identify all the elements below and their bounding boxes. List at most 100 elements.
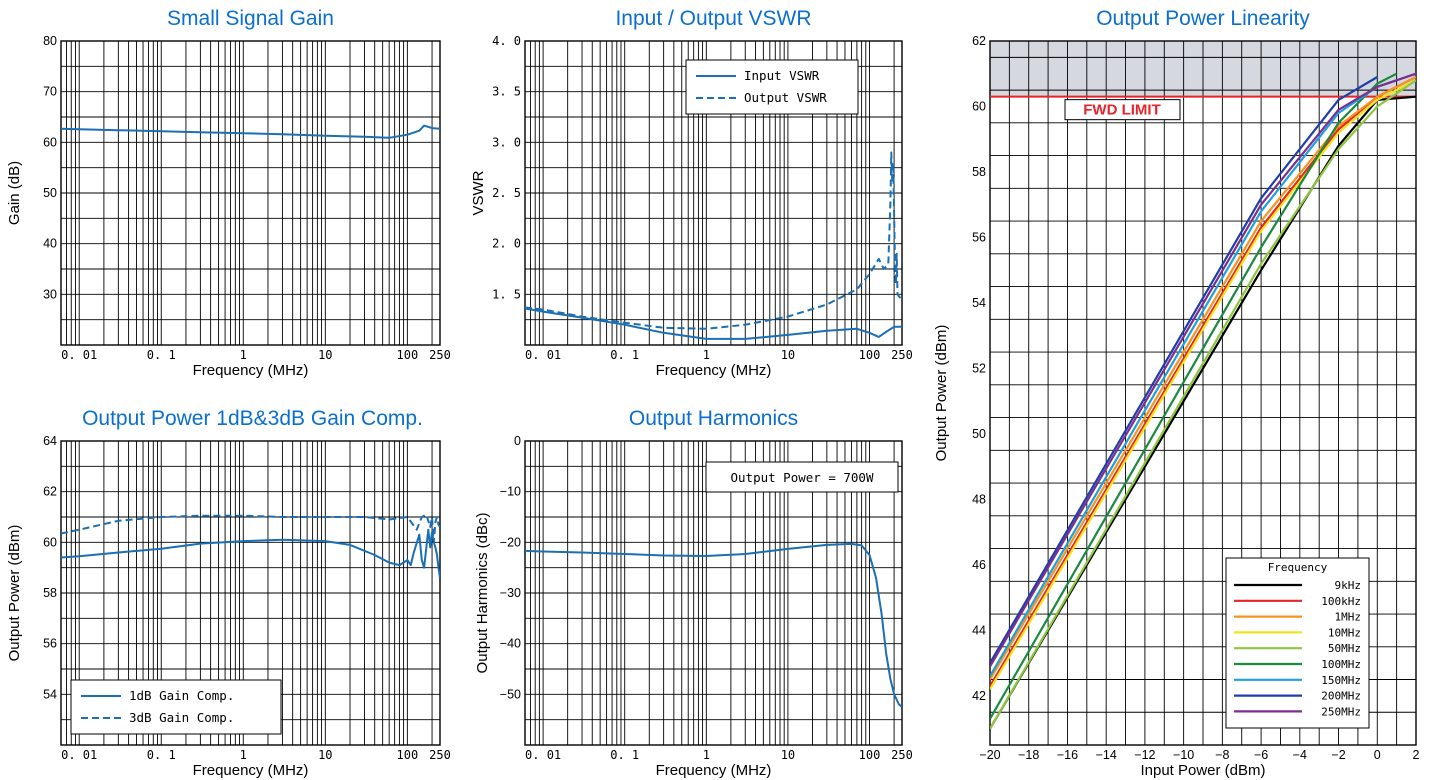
x-ticks: 0. 01 0. 1 1 10 100 250 bbox=[525, 348, 913, 362]
y-tick-label: 48 bbox=[972, 492, 986, 506]
chart-title: Output Power 1dB&3dB Gain Comp. bbox=[82, 407, 423, 430]
series-group bbox=[990, 72, 1416, 730]
legend-label: 100MHz bbox=[1321, 658, 1361, 671]
series-line-200mhz bbox=[990, 76, 1378, 664]
x-tick-label: −4 bbox=[1293, 748, 1307, 762]
x-tick-label: 250 bbox=[891, 348, 913, 362]
chart-vswr: Input / Output VSWR 0. 01 0. 1 1 10 100 250 1. … bbox=[470, 7, 913, 379]
x-ticks: 0. 01 0. 1 1 10 100 250 bbox=[61, 748, 451, 762]
x-tick-label: 250 bbox=[429, 348, 451, 362]
x-axis-label: Frequency (MHz) bbox=[656, 762, 772, 779]
legend-label: 10MHz bbox=[1328, 626, 1361, 639]
y-tick-label: 30 bbox=[43, 287, 57, 301]
y-tick-label: −20 bbox=[500, 535, 521, 549]
y-tick-label: −40 bbox=[500, 637, 521, 651]
x-tick-label: 0. 1 bbox=[610, 348, 639, 362]
y-axis-label: Output Harmonics (dBc) bbox=[474, 513, 491, 674]
y-tick-label: 1. 5 bbox=[492, 287, 521, 301]
legend-label: 100kHz bbox=[1321, 595, 1361, 608]
legend-label: Input VSWR bbox=[744, 68, 820, 83]
y-ticks: 42 44 46 48 50 52 54 56 58 60 62 bbox=[972, 34, 986, 703]
series-line-1db-gain-comp- bbox=[61, 528, 440, 578]
plot-frame bbox=[60, 440, 441, 746]
annotation: Output Power = 700W bbox=[705, 461, 899, 493]
x-tick-label: 0. 01 bbox=[61, 748, 97, 762]
legend-label: 1MHz bbox=[1335, 611, 1362, 624]
series-group bbox=[61, 513, 440, 578]
y-tick-label: 3. 0 bbox=[492, 135, 521, 149]
frequency-legend: Frequency 9kHz 100kHz 1MHz 10MHz 50MHz 100MHz 1… bbox=[1225, 557, 1370, 729]
x-tick-label: 250 bbox=[429, 748, 451, 762]
y-tick-label: 60 bbox=[972, 99, 986, 113]
y-tick-label: −30 bbox=[500, 586, 521, 600]
plot-frame bbox=[524, 40, 903, 346]
x-tick-label: 0. 1 bbox=[610, 748, 639, 762]
y-tick-label: 58 bbox=[972, 165, 986, 179]
x-tick-label: 100 bbox=[859, 348, 881, 362]
y-tick-label: 60 bbox=[43, 135, 57, 149]
y-tick-label: 58 bbox=[43, 586, 57, 600]
x-tick-label: 100 bbox=[859, 748, 881, 762]
x-tick-label: −20 bbox=[979, 748, 1000, 762]
plot-frame bbox=[60, 40, 441, 346]
x-tick-label: 0 bbox=[1374, 748, 1381, 762]
y-tick-label: 54 bbox=[972, 296, 986, 310]
series-line-100mhz bbox=[990, 72, 1398, 720]
grid bbox=[989, 41, 1417, 746]
y-tick-label: 4. 0 bbox=[492, 34, 521, 48]
x-tick-label: 2 bbox=[1413, 748, 1420, 762]
y-tick-label: 60 bbox=[43, 535, 57, 549]
chart-comp: Output Power 1dB&3dB Gain Comp. 0. 01 0. 1… bbox=[6, 407, 451, 779]
chart-linearity: Output Power Linearity−20 −18 −16 −14 −12 −10… bbox=[933, 7, 1420, 779]
plot-frame bbox=[524, 440, 903, 746]
x-tick-label: −2 bbox=[1331, 748, 1345, 762]
legend-label: Output VSWR bbox=[744, 90, 827, 105]
y-tick-label: 44 bbox=[972, 623, 986, 637]
y-tick-label: 2. 5 bbox=[492, 186, 521, 200]
legend-label: 1dB Gain Comp. bbox=[129, 688, 234, 703]
x-tick-label: 1 bbox=[240, 748, 247, 762]
y-tick-label: 40 bbox=[43, 237, 57, 251]
y-tick-label: 42 bbox=[972, 689, 986, 703]
y-tick-label: −10 bbox=[500, 485, 521, 499]
series-group bbox=[525, 542, 902, 708]
x-tick-label: −12 bbox=[1134, 748, 1155, 762]
x-tick-label: 10 bbox=[781, 748, 795, 762]
y-axis-label: Gain (dB) bbox=[6, 161, 23, 225]
annotation-box bbox=[705, 461, 899, 493]
legend: Input VSWR Output VSWR bbox=[685, 59, 859, 115]
x-ticks: 0. 01 0. 1 1 10 100 250 bbox=[525, 748, 913, 762]
x-tick-label: 0. 01 bbox=[61, 348, 97, 362]
plot-frame bbox=[989, 40, 1417, 746]
y-tick-label: 0 bbox=[514, 434, 521, 448]
fwd-limit-box bbox=[1064, 99, 1181, 121]
x-tick-label: 10 bbox=[318, 748, 332, 762]
legend-label: 3dB Gain Comp. bbox=[129, 710, 234, 725]
y-tick-label: 56 bbox=[43, 637, 57, 651]
y-tick-label: 64 bbox=[43, 434, 57, 448]
x-tick-label: −16 bbox=[1057, 748, 1078, 762]
x-tick-label: 1 bbox=[240, 348, 247, 362]
legend-label: 9kHz bbox=[1335, 579, 1362, 592]
x-ticks: −20 −18 −16 −14 −12 −10 −8 −6 −4 −2 0 2 bbox=[979, 748, 1419, 762]
x-tick-label: −6 bbox=[1254, 748, 1268, 762]
x-tick-label: 100 bbox=[397, 348, 419, 362]
chart-title: Small Signal Gain bbox=[167, 7, 334, 30]
annotation-text: Output Power = 700W bbox=[731, 470, 874, 485]
x-ticks: 0. 01 0. 1 1 10 100 250 bbox=[61, 348, 451, 362]
y-axis-label: Output Power (dBm) bbox=[6, 525, 23, 662]
chart-title: Input / Output VSWR bbox=[615, 7, 811, 30]
y-tick-label: −50 bbox=[500, 687, 521, 701]
x-axis-label: Frequency (MHz) bbox=[193, 362, 309, 379]
y-ticks: 30 40 50 60 70 80 bbox=[43, 34, 57, 301]
legend-label: 200MHz bbox=[1321, 690, 1361, 703]
x-tick-label: 0. 1 bbox=[147, 348, 176, 362]
series-line-3db-gain-comp- bbox=[61, 513, 440, 544]
legend-label: 150MHz bbox=[1321, 674, 1361, 687]
x-tick-label: 100 bbox=[397, 748, 419, 762]
x-axis-label: Input Power (dBm) bbox=[1140, 762, 1265, 779]
series-line-input-vswr bbox=[525, 307, 902, 340]
series-line bbox=[61, 124, 440, 139]
y-tick-label: 62 bbox=[43, 485, 57, 499]
